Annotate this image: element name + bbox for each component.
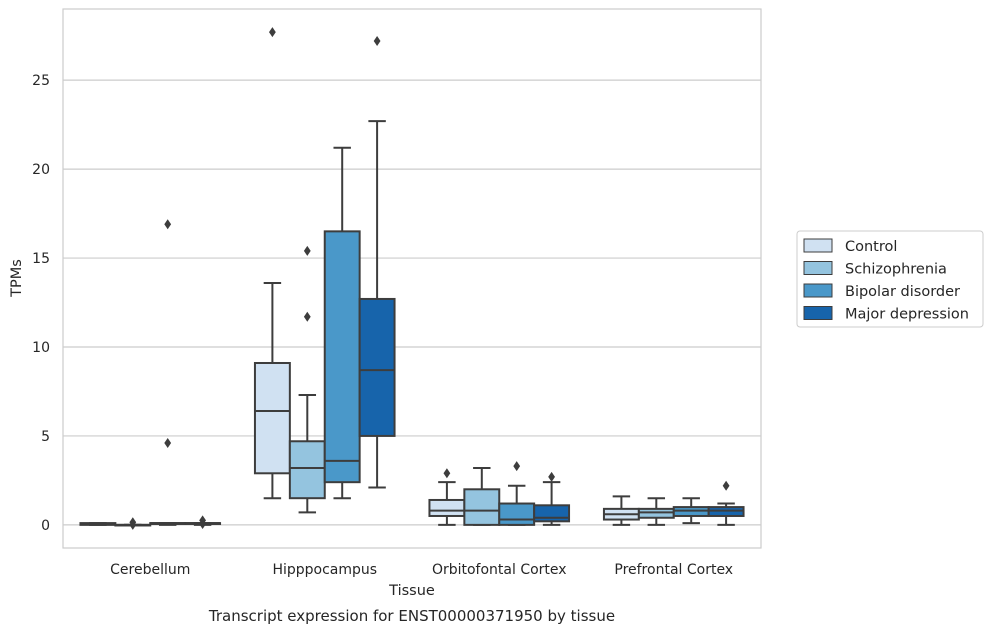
x-tick-label: Cerebellum <box>110 562 190 578</box>
box-group <box>114 517 152 530</box>
y-tick-labels: 0 5 10 15 20 25 <box>32 73 50 534</box>
box-group <box>428 468 466 526</box>
box-iqr <box>463 488 501 526</box>
y-tick-label: 0 <box>41 518 50 534</box>
legend-label: Bipolar disorder <box>845 284 960 300</box>
legend-swatch <box>803 283 833 298</box>
box-iqr <box>358 297 396 437</box>
outlier-point <box>164 219 172 230</box>
plot-background <box>63 9 761 548</box>
legend-label: Schizophrenia <box>845 262 947 278</box>
outlier-point <box>164 438 172 449</box>
legend-swatch <box>803 261 833 275</box>
legend-label: Major depression <box>845 307 969 323</box>
outlier-point <box>548 471 555 482</box>
legend-frame <box>796 230 984 328</box>
legend: Control Schizophrenia Bipolar disorder Majo… <box>796 230 984 328</box>
box-iqr <box>288 440 326 500</box>
outlier-point <box>269 27 276 38</box>
box-group <box>184 515 222 529</box>
x-tick-labels: Cerebellum Hipppocampus Orbitofontal Corte… <box>110 562 733 578</box>
legend-swatch <box>803 238 833 253</box>
y-tick-label: 15 <box>32 251 50 267</box>
y-axis-label: TPMs <box>9 259 25 298</box>
box-group <box>253 27 291 500</box>
outlier-point <box>129 519 137 530</box>
chart-title: Transcript expression for ENST0000037195… <box>208 607 615 625</box>
box-iqr <box>533 504 571 523</box>
box-group <box>358 36 396 489</box>
box-group <box>533 471 571 526</box>
x-tick-label: Prefrontal Cortex <box>614 562 733 578</box>
outlier-point <box>303 245 311 256</box>
legend-label: Control <box>845 239 897 255</box>
grid-lines <box>63 79 761 526</box>
box-group <box>602 495 640 526</box>
plot-frame <box>62 8 762 549</box>
box-group <box>637 497 675 526</box>
x-tick-label: Hipppocampus <box>272 562 377 578</box>
outlier-point <box>303 311 311 322</box>
outlier-point <box>513 461 521 472</box>
y-tick-label: 5 <box>41 429 50 445</box>
box-iqr <box>498 502 536 526</box>
box-iqr <box>428 498 466 517</box>
box-iqr <box>253 361 291 475</box>
box-series <box>79 27 745 530</box>
box-iqr <box>323 230 361 484</box>
outlier-point <box>199 518 206 529</box>
legend-swatch <box>803 306 833 320</box>
outlier-point <box>443 468 451 479</box>
y-tick-label: 20 <box>32 162 50 178</box>
box-group <box>79 522 117 526</box>
x-axis-label: Tissue <box>388 583 435 599</box>
y-tick-label: 25 <box>32 73 50 89</box>
box-group <box>707 480 745 526</box>
outlier-point <box>373 36 381 47</box>
y-tick-label: 10 <box>32 340 50 356</box>
x-tick-label: Orbitofontal Cortex <box>432 562 567 578</box>
box-group <box>149 219 187 526</box>
outlier-point <box>722 480 730 491</box>
